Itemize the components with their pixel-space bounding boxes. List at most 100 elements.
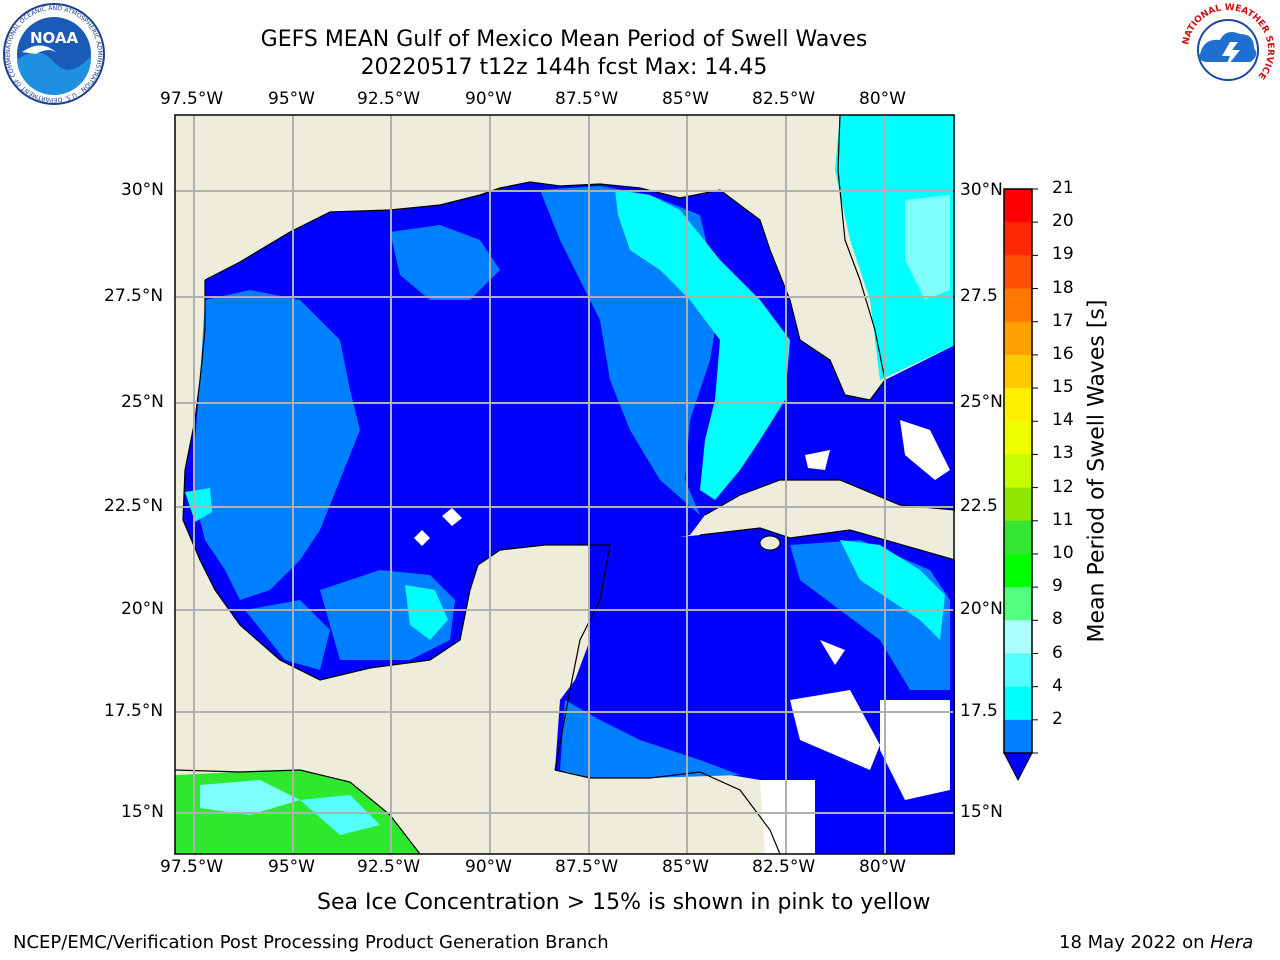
colorbar-frame — [1003, 188, 1033, 754]
colorbar-tick-label: 10 — [1052, 542, 1074, 563]
southwest-gulf-mid-blue — [245, 600, 330, 670]
colorbar-tick-label: 2 — [1052, 708, 1063, 729]
lat-tick-right: 17.5 — [960, 701, 998, 721]
pacific-light-cyan — [200, 780, 300, 815]
colorbar-tick-label: 20 — [1052, 211, 1074, 232]
western-gulf-mid-blue — [195, 290, 360, 600]
lat-tick-left: 17.5°N — [104, 701, 164, 721]
colorbar-bin — [1004, 189, 1032, 223]
missing-data-patch — [790, 690, 880, 770]
coastline — [174, 769, 421, 855]
footer-machine: Hera — [1210, 932, 1254, 953]
colorbar-axis-label: Mean Period of Swell Waves [s] — [1084, 299, 1110, 643]
colorbar-extend-arrow — [1003, 752, 1033, 782]
colorbar — [1004, 188, 1038, 754]
colorbar-bin — [1004, 487, 1032, 522]
caribbean-cyan — [840, 540, 945, 640]
lon-tick-top: 90°W — [465, 89, 512, 109]
lon-tick-top: 80°W — [859, 89, 906, 109]
colorbar-tick-label: 11 — [1052, 509, 1074, 530]
lat-tick-right: 27.5 — [960, 286, 998, 306]
footer-date-text: 18 May 2022 on — [1059, 932, 1211, 953]
lon-tick-top: 82.5°W — [752, 89, 816, 109]
colorbar-bin — [1004, 653, 1032, 688]
colorbar-tick-label: 6 — [1052, 642, 1063, 663]
colorbar-bin — [1004, 587, 1032, 621]
northern-gulf-mid-blue — [390, 225, 500, 300]
lon-tick-bottom: 90°W — [465, 857, 512, 877]
colorbar-bin — [1004, 354, 1032, 389]
missing-data-patch — [414, 530, 430, 546]
colorbar-tick-label: 13 — [1052, 443, 1074, 464]
missing-data-patch — [820, 640, 845, 665]
colorbar-bin — [1004, 222, 1032, 256]
colorbar-bin — [1004, 686, 1032, 721]
lon-tick-top: 95°W — [268, 89, 315, 109]
colorbar-tick-label: 12 — [1052, 476, 1074, 497]
colorbar-bin — [1004, 553, 1032, 588]
missing-data-patch — [442, 508, 462, 526]
noaa-logo-icon: NATIONAL OCEANIC AND ATMOSPHERIC ADMINIS… — [2, 2, 105, 105]
yucatan-mid-blue — [560, 700, 740, 778]
colorbar-bin — [1004, 719, 1032, 754]
missing-data-patch — [805, 450, 830, 470]
lon-tick-top: 92.5°W — [357, 89, 421, 109]
map-frame — [174, 114, 955, 855]
colorbar-tick-label: 18 — [1052, 277, 1074, 298]
atlantic-light-cyan — [905, 195, 950, 300]
missing-data-patch — [760, 780, 815, 854]
lat-tick-left: 15°N — [121, 802, 164, 822]
colorbar-bin — [1004, 620, 1032, 654]
lat-tick-right: 30°N — [960, 180, 1003, 200]
texas-cyan — [185, 488, 212, 522]
island — [759, 535, 781, 551]
colorbar-tick-label: 17 — [1052, 310, 1074, 331]
lon-tick-bottom: 85°W — [662, 857, 709, 877]
lat-tick-left: 30°N — [121, 180, 164, 200]
lat-tick-right: 25°N — [960, 392, 1003, 412]
colorbar-tick-label: 8 — [1052, 609, 1063, 630]
pacific-cyan — [300, 795, 380, 835]
lat-tick-right: 22.5 — [960, 496, 998, 516]
lon-tick-top: 85°W — [662, 89, 709, 109]
lon-tick-top: 97.5°W — [160, 89, 224, 109]
colorbar-bin — [1004, 255, 1032, 290]
lon-tick-bottom: 95°W — [268, 857, 315, 877]
coastline — [704, 479, 956, 516]
lat-tick-left: 25°N — [121, 392, 164, 412]
colorbar-bin — [1004, 520, 1032, 555]
colorbar-tick-label: 19 — [1052, 244, 1074, 265]
colorbar-tick-label: 16 — [1052, 343, 1074, 364]
lon-tick-bottom: 92.5°W — [357, 857, 421, 877]
colorbar-bin — [1004, 388, 1032, 422]
missing-data-patch — [900, 420, 950, 480]
missing-data-patch — [880, 700, 950, 800]
colorbar-bin — [1004, 321, 1032, 356]
lon-tick-bottom: 97.5°W — [160, 857, 224, 877]
colorbar-tick-label: 14 — [1052, 410, 1074, 431]
colorbar-tick-label: 21 — [1052, 178, 1074, 198]
svg-text:NOAA: NOAA — [30, 29, 79, 47]
lat-tick-right: 15°N — [960, 802, 1003, 822]
coastline — [182, 280, 611, 771]
eastern-gulf-cyan — [615, 190, 790, 500]
footer-date: 18 May 2022 on Hera — [1059, 932, 1253, 953]
chart-subtitle: 20220517 t12z 144h fcst Max: 14.45 — [360, 55, 768, 80]
lat-tick-left: 27.5°N — [104, 286, 164, 306]
campeche-cyan — [405, 585, 448, 640]
nws-logo-icon: NATIONAL WEATHER SERVICE — [1180, 2, 1276, 98]
lat-tick-right: 20°N — [960, 599, 1003, 619]
lat-tick-left: 20°N — [121, 599, 164, 619]
sea-ice-note: Sea Ice Concentration > 15% is shown in … — [317, 890, 931, 915]
colorbar-bin — [1004, 288, 1032, 323]
lon-tick-bottom: 80°W — [859, 857, 906, 877]
colorbar-tick-label: 15 — [1052, 377, 1074, 398]
atlantic-cyan — [835, 115, 955, 380]
lon-tick-bottom: 82.5°W — [752, 857, 816, 877]
lon-tick-top: 87.5°W — [555, 89, 619, 109]
colorbar-tick-label: 4 — [1052, 675, 1063, 696]
colorbar-tick-label: 9 — [1052, 576, 1063, 597]
chart-title: GEFS MEAN Gulf of Mexico Mean Period of … — [260, 27, 868, 52]
lat-tick-left: 22.5°N — [104, 496, 164, 516]
